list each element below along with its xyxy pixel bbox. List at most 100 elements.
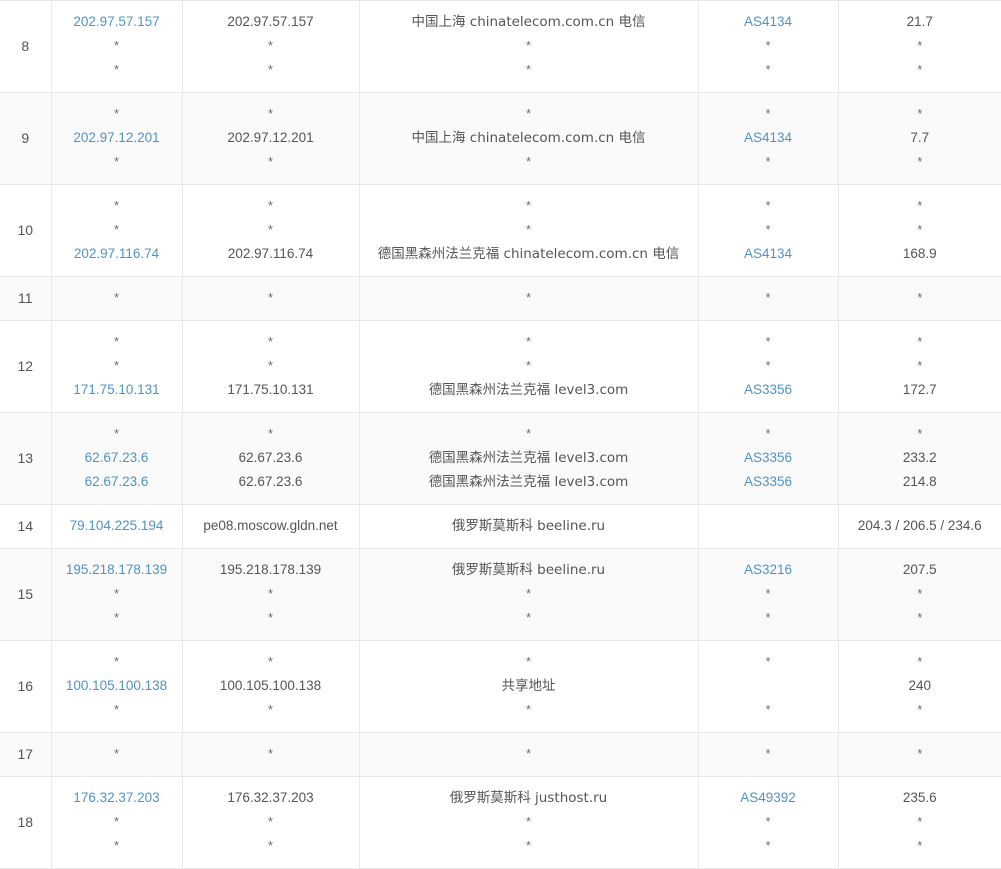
ip-address-value[interactable]: 202.97.57.157: [73, 14, 160, 29]
table-row: 12 * * 171.75.10.131 * * 171.75.10.131 * * 德国黑森州法…: [0, 320, 1001, 413]
no-response-star: *: [917, 610, 923, 625]
as-number-cell: * AS3356 AS3356: [697, 412, 838, 505]
ip-address-value[interactable]: 202.97.12.201: [73, 130, 160, 145]
geolocation-value: 共享地址: [501, 678, 556, 694]
geolocation-value: 德国黑森州法兰克福 level3.com: [428, 382, 629, 398]
no-response-star: *: [765, 222, 771, 237]
no-response-star: *: [113, 222, 120, 237]
no-response-star: *: [525, 222, 532, 237]
latency-value: 240: [908, 678, 932, 693]
geolocation-value: 俄罗斯莫斯科 beeline.ru: [451, 518, 606, 534]
no-response-star: *: [525, 106, 532, 121]
as-number-cell: *: [697, 732, 838, 777]
no-response-star: *: [765, 654, 771, 669]
hop-number-cell: 14: [0, 504, 51, 549]
hostname-cell: pe08.moscow.gldn.net: [181, 504, 359, 549]
hostname-value: 202.97.57.157: [227, 14, 314, 29]
as-number-value[interactable]: AS4134: [743, 130, 793, 145]
geolocation-cell: 俄罗斯莫斯科 beeline.ru * *: [358, 548, 698, 641]
latency-cell: * * 168.9: [837, 184, 1001, 277]
hostname-cell: *: [181, 732, 359, 777]
hostname-value: 195.218.178.139: [219, 562, 322, 577]
ip-address-value[interactable]: 202.97.116.74: [73, 246, 160, 261]
latency-value: 168.9: [902, 246, 937, 261]
no-response-star: *: [917, 38, 923, 53]
latency-cell: *: [837, 732, 1001, 777]
ip-address-value[interactable]: 79.104.225.194: [69, 518, 164, 533]
latency-cell: 235.6 * *: [837, 776, 1001, 869]
hostname-cell: * * 171.75.10.131: [181, 320, 359, 413]
as-number-value[interactable]: AS3356: [743, 474, 793, 489]
as-number-value[interactable]: AS4134: [743, 14, 793, 29]
no-response-star: *: [267, 334, 274, 349]
no-response-star: *: [525, 38, 532, 53]
no-response-star: *: [267, 358, 274, 373]
no-response-star: *: [765, 814, 771, 829]
geolocation-value: 德国黑森州法兰克福 level3.com: [428, 450, 629, 466]
no-response-star: *: [765, 358, 771, 373]
as-number-value[interactable]: AS3356: [743, 382, 793, 397]
no-response-star: *: [267, 610, 274, 625]
no-response-star: *: [113, 746, 120, 761]
latency-value: 172.7: [902, 382, 937, 397]
as-number-cell: [697, 504, 838, 549]
no-response-star: *: [113, 198, 120, 213]
no-response-star: *: [267, 586, 274, 601]
ip-address-cell: 202.97.57.157 * *: [50, 0, 182, 93]
no-response-star: *: [113, 334, 120, 349]
no-response-star: *: [917, 814, 923, 829]
as-number-value[interactable]: AS3216: [743, 562, 793, 577]
latency-value: 7.7: [910, 130, 930, 145]
hop-number-cell: 17: [0, 732, 51, 777]
as-number-cell: * * AS3356: [697, 320, 838, 413]
geolocation-value: 中国上海 chinatelecom.com.cn 电信: [411, 14, 646, 30]
no-response-star: *: [267, 746, 274, 761]
hop-number-cell: 10: [0, 184, 51, 277]
no-response-star: *: [525, 654, 532, 669]
hop-number-cell: 16: [0, 640, 51, 733]
ip-address-cell: *: [50, 732, 182, 777]
ip-address-value[interactable]: 62.67.23.6: [84, 450, 149, 465]
no-response-star: *: [765, 426, 771, 441]
ip-address-cell: 195.218.178.139 * *: [50, 548, 182, 641]
ip-address-value[interactable]: 195.218.178.139: [65, 562, 168, 577]
latency-value: 207.5: [902, 562, 937, 577]
as-number-value[interactable]: AS4134: [743, 246, 793, 261]
as-number-cell: *: [697, 276, 838, 321]
ip-address-cell: 176.32.37.203 * *: [50, 776, 182, 869]
no-response-star: *: [917, 746, 923, 761]
table-row: 15 195.218.178.139 * * 195.218.178.139 * * 俄罗斯莫…: [0, 548, 1001, 641]
no-response-star: *: [765, 106, 771, 121]
ip-address-value[interactable]: 171.75.10.131: [73, 382, 160, 397]
hostname-cell: *: [181, 276, 359, 321]
no-response-star: *: [917, 358, 923, 373]
no-response-star: *: [917, 222, 923, 237]
ip-address-value[interactable]: 176.32.37.203: [73, 790, 160, 805]
no-response-star: *: [267, 702, 274, 717]
hostname-cell: * * 202.97.116.74: [181, 184, 359, 277]
no-response-star: *: [765, 62, 771, 77]
no-response-star: *: [765, 610, 771, 625]
table-row: 14 79.104.225.194 pe08.moscow.gldn.net 俄罗斯莫…: [0, 504, 1001, 549]
as-number-cell: * *: [697, 640, 838, 733]
hostname-value: 171.75.10.131: [227, 382, 314, 397]
ip-address-value[interactable]: 100.105.100.138: [65, 678, 168, 693]
as-number-cell: * * AS4134: [697, 184, 838, 277]
no-response-star: *: [525, 426, 532, 441]
ip-address-cell: * * 171.75.10.131: [50, 320, 182, 413]
no-response-star: *: [917, 62, 923, 77]
no-response-star: *: [765, 38, 771, 53]
ip-address-value[interactable]: 62.67.23.6: [84, 474, 149, 489]
no-response-star: *: [113, 154, 120, 169]
table-row: 11 * * * * *: [0, 276, 1001, 321]
no-response-star: *: [113, 106, 120, 121]
no-response-star: *: [917, 334, 923, 349]
geolocation-cell: * 德国黑森州法兰克福 level3.com 德国黑森州法兰克福 level3.co…: [358, 412, 698, 505]
latency-value: 214.8: [902, 474, 937, 489]
no-response-star: *: [267, 222, 274, 237]
ip-address-cell: * 202.97.12.201 *: [50, 92, 182, 185]
as-number-value[interactable]: AS3356: [743, 450, 793, 465]
no-response-star: *: [525, 290, 532, 305]
as-number-value[interactable]: AS49392: [740, 790, 796, 805]
